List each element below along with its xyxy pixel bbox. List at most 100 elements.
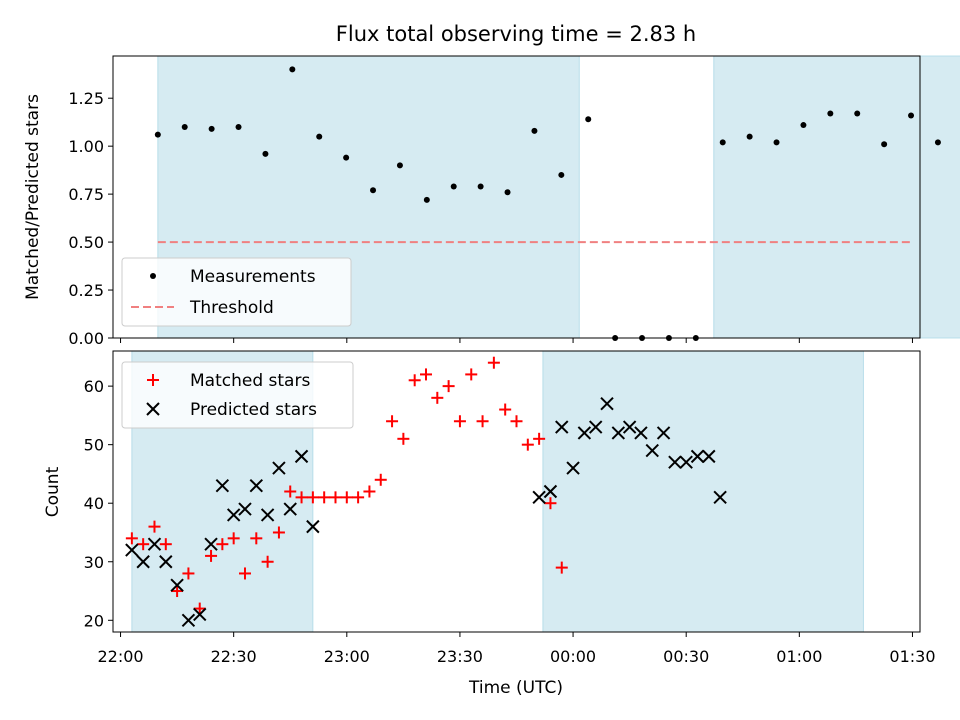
- predicted-star-point-b: [125, 543, 139, 557]
- top-legend-box: [121, 257, 352, 327]
- predicted-star-point-b: [690, 449, 705, 464]
- predicted-star-point-b: [294, 449, 309, 464]
- matched-star-point: [182, 567, 195, 580]
- matched-star-point: [363, 485, 376, 498]
- bottom-y-tick-label: 60: [84, 377, 104, 396]
- predicted-star-point-b: [193, 607, 207, 622]
- predicted-star-point: [679, 455, 693, 469]
- predicted-star-point-b: [159, 555, 173, 569]
- legend-matched-label: Matched stars: [190, 371, 310, 391]
- predicted-star-point-b: [668, 455, 682, 469]
- measurement-point: [154, 131, 161, 138]
- bottom-axes-frame: [112, 350, 921, 633]
- predicted-star-point: [645, 443, 659, 458]
- predicted-star-point: [532, 490, 546, 505]
- predicted-star-point-b: [713, 490, 727, 505]
- predicted-star-point: [588, 420, 603, 434]
- measurement-point: [908, 112, 915, 119]
- legend-matched-marker: [147, 374, 159, 386]
- top-y-axis-label: Matched/Predicted stars: [23, 94, 43, 300]
- top-axes-frame: [112, 55, 921, 339]
- predicted-star-point-b: [238, 502, 252, 516]
- predicted-star-point: [181, 613, 196, 627]
- measurement-point: [343, 154, 350, 161]
- measurement-point: [262, 150, 269, 157]
- bottom-x-tick-label: 00:00: [550, 647, 596, 666]
- predicted-star-point: [193, 607, 207, 622]
- predicted-star-point: [566, 461, 580, 475]
- matched-star-point: [555, 561, 568, 574]
- matched-star-point: [465, 368, 478, 381]
- predicted-star-point: [272, 461, 286, 475]
- predicted-star-point: [668, 455, 682, 469]
- predicted-star-point: [713, 490, 727, 505]
- predicted-star-point-b: [147, 537, 162, 551]
- matched-star-point: [318, 491, 331, 504]
- predicted-star-point-b: [181, 613, 196, 627]
- measurement-point: [316, 133, 323, 140]
- top-panel: 0.00 0.25 0.50 0.75 1.00 1.25 Flux total obse…: [23, 22, 960, 348]
- matched-star-point: [227, 532, 240, 545]
- matched-star-point: [419, 368, 432, 381]
- matched-star-point: [352, 491, 365, 504]
- predicted-star-point: [690, 449, 705, 464]
- measurement-point: [585, 116, 592, 123]
- bottom-x-tick-label: 01:30: [889, 647, 935, 666]
- matched-star-point: [205, 549, 218, 562]
- predicted-star-point: [622, 420, 637, 434]
- top-chart-title: Flux total observing time = 2.83 h: [336, 22, 696, 46]
- bottom-y-tick-label: 20: [84, 611, 104, 630]
- measurement-point: [773, 139, 780, 146]
- bottom-panel: 20 30 40 50 60 22:00 22:30 23:00 23:30 00:00 00:3…: [43, 350, 936, 698]
- predicted-star-point: [159, 555, 173, 569]
- measurement-point: [235, 123, 242, 130]
- matched-star-point: [284, 485, 297, 498]
- matched-star-point: [442, 380, 455, 393]
- matched-star-point: [193, 602, 206, 615]
- matched-star-point: [125, 532, 138, 545]
- top-y-tick-label: 1.25: [68, 89, 104, 108]
- matched-star-point: [250, 532, 263, 545]
- matched-star-point: [159, 538, 172, 551]
- predicted-star-point: [600, 396, 614, 411]
- measurement-point: [719, 139, 726, 146]
- predicted-star-point-b: [215, 478, 230, 493]
- matched-star-point: [137, 538, 150, 551]
- predicted-star-point: [170, 578, 184, 592]
- measurement-point: [477, 183, 484, 190]
- predicted-star-point: [634, 426, 648, 440]
- predicted-star-point: [249, 478, 264, 493]
- predicted-star-point-b: [532, 490, 546, 505]
- predicted-star-point: [238, 502, 252, 516]
- matched-star-point: [295, 491, 308, 504]
- matched-star-point: [408, 374, 421, 387]
- predicted-star-point-b: [249, 478, 264, 493]
- bottom-legend: Matched stars Predicted stars: [121, 361, 354, 429]
- legend-predicted-label: Predicted stars: [190, 400, 317, 420]
- top-y-tick-label: 0.25: [68, 281, 104, 300]
- predicted-star-point-b: [306, 519, 320, 534]
- matched-star-point: [374, 473, 387, 486]
- predicted-star-point: [215, 478, 230, 493]
- predicted-star-point: [283, 502, 297, 516]
- measurement-point: [800, 122, 807, 129]
- predicted-star-point-b: [543, 484, 558, 499]
- predicted-star-point-b: [170, 578, 184, 592]
- bottom-x-axis-label: Time (UTC): [468, 678, 563, 698]
- measurement-point: [423, 196, 430, 203]
- predicted-star-point-b: [656, 426, 671, 440]
- matched-star-point: [521, 438, 534, 451]
- predicted-star-point-b: [702, 449, 716, 464]
- predicted-star-point-b: [226, 508, 241, 522]
- measurement-point: [854, 110, 861, 117]
- legend-predicted-marker: [146, 402, 160, 416]
- matched-star-point: [238, 567, 251, 580]
- predicted-star-point: [147, 537, 162, 551]
- predicted-star-point: [204, 537, 218, 551]
- predicted-star-point-b: [272, 461, 286, 475]
- matched-star-point: [386, 415, 399, 428]
- bottom-x-tick-label: 01:00: [776, 647, 822, 666]
- measurement-point: [370, 187, 377, 194]
- matched-star-point: [329, 491, 342, 504]
